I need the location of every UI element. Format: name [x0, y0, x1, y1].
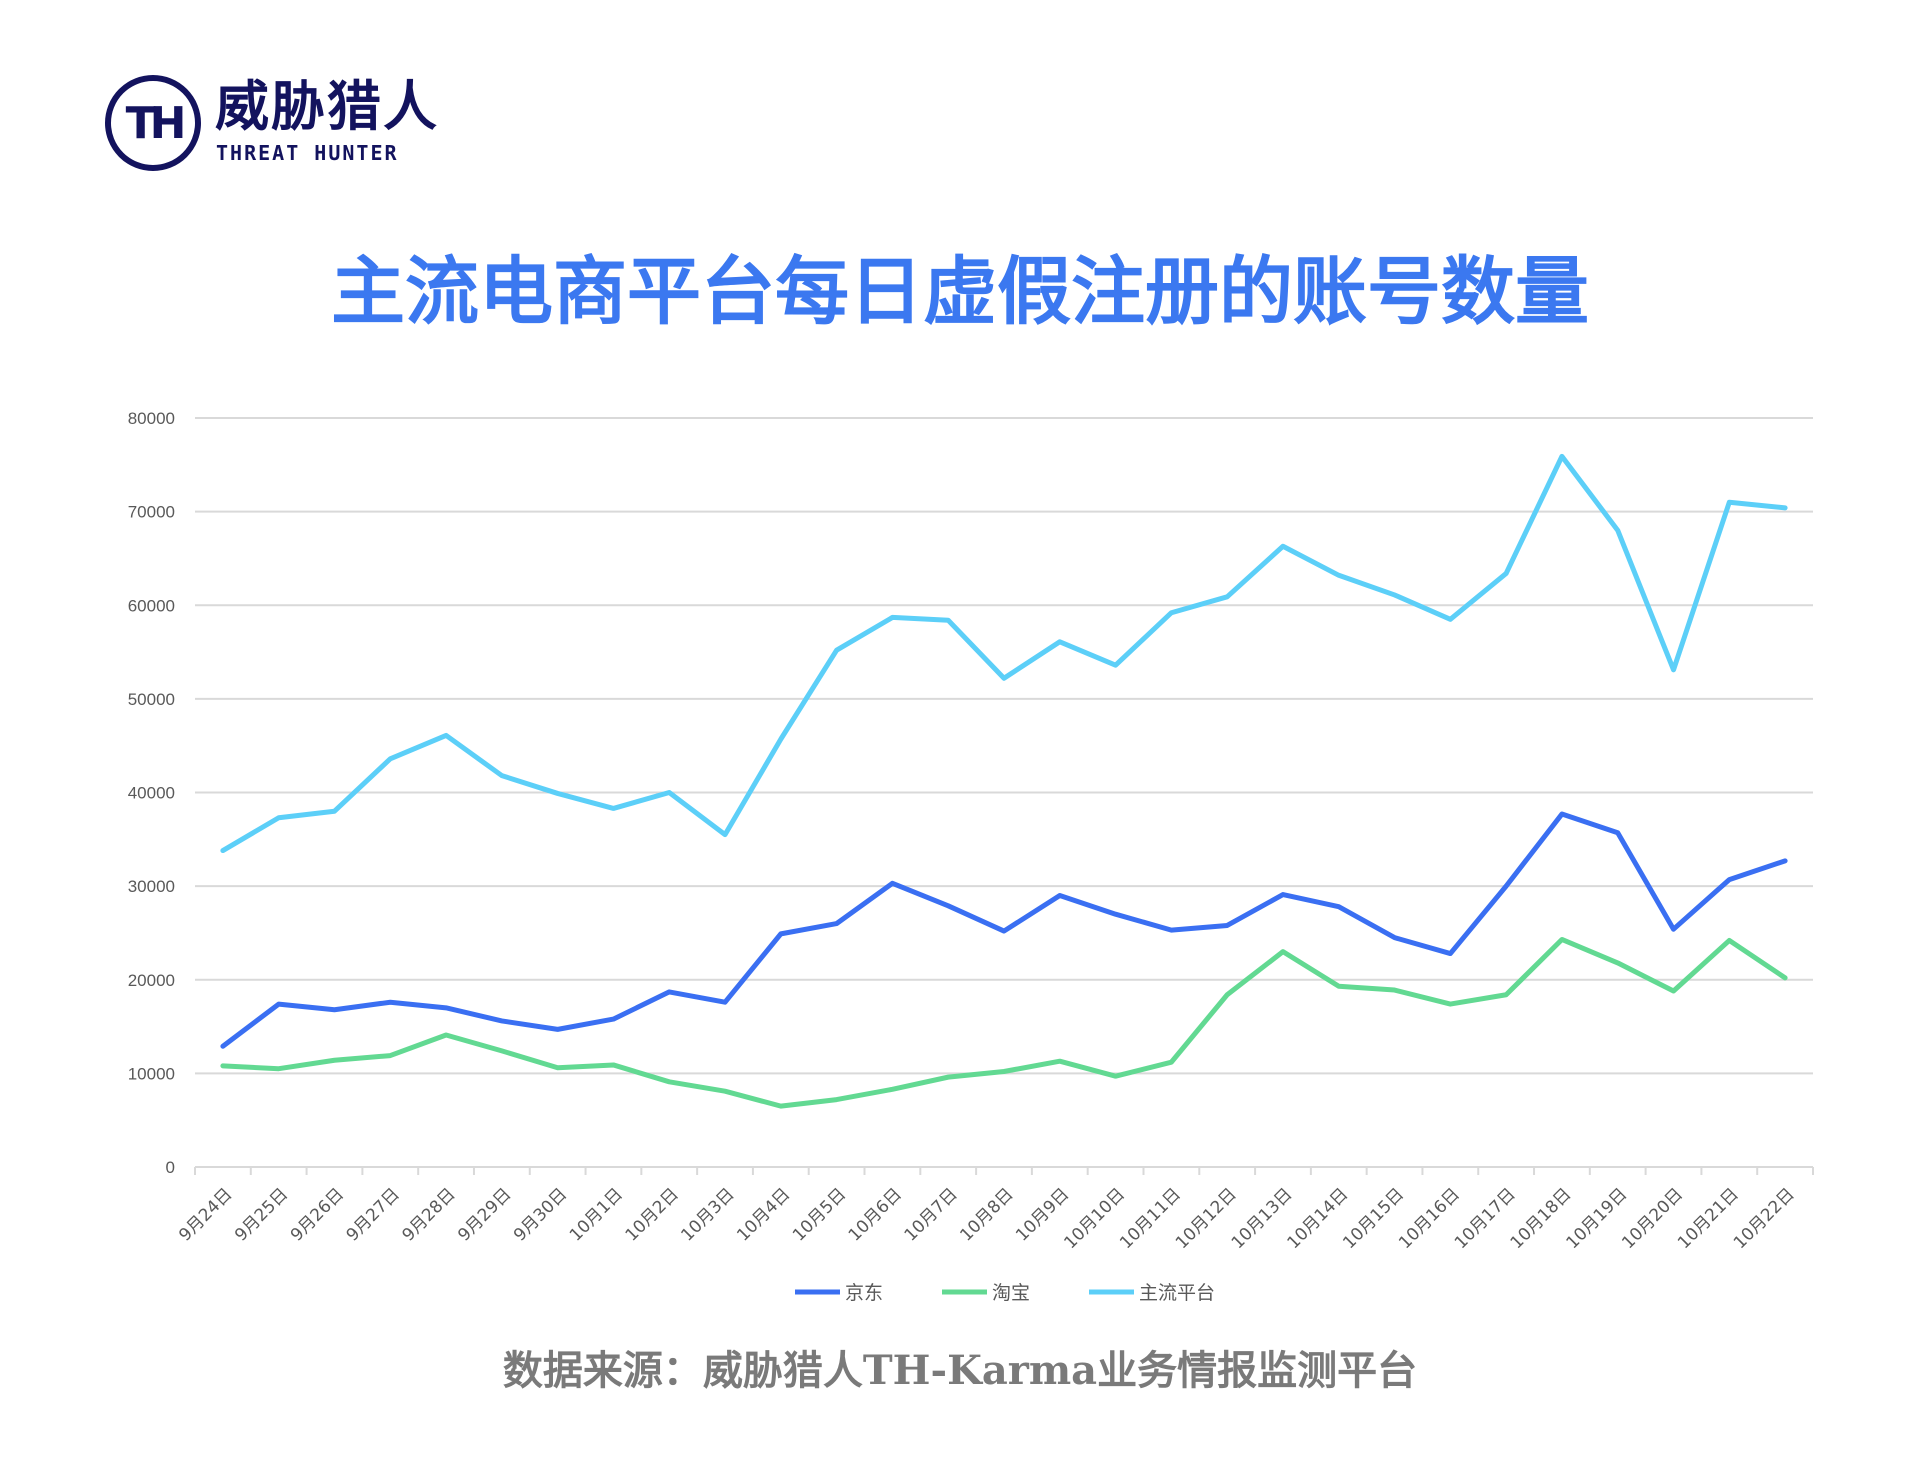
- logo-chinese-name: 威胁猎人: [215, 75, 439, 138]
- x-tick-label: 10月4日: [733, 1184, 794, 1245]
- threat-hunter-logo: TH 威胁猎人 THREAT HUNTER: [105, 75, 465, 175]
- y-tick-label: 40000: [128, 784, 175, 803]
- series-line-淘宝: [220, 936, 1788, 1109]
- y-tick-label: 30000: [128, 877, 175, 896]
- x-tick-label: 9月25日: [231, 1184, 292, 1245]
- page-title: 主流电商平台每日虚假注册的账号数量: [331, 249, 1589, 335]
- x-tick-label: 9月27日: [343, 1184, 404, 1245]
- x-tick-label: 9月28日: [398, 1184, 459, 1245]
- logo-mark: TH: [105, 75, 201, 171]
- y-tick-label: 50000: [128, 690, 175, 709]
- x-tick-label: 10月3日: [677, 1184, 738, 1245]
- x-tick-label: 9月29日: [454, 1184, 515, 1245]
- x-tick-label: 10月2日: [622, 1184, 683, 1245]
- x-tick-label: 10月6日: [845, 1184, 906, 1245]
- y-tick-label: 70000: [128, 503, 175, 522]
- y-tick-label: 10000: [128, 1064, 175, 1083]
- data-source: 数据来源：威胁猎人TH-Karma业务情报监测平台: [502, 1347, 1418, 1394]
- x-tick-label: 10月22日: [1730, 1184, 1799, 1253]
- line-chart: 0 10000 20000 30000 40000 50000 60000 70000 8000…: [128, 409, 1814, 1304]
- x-tick-label: 10月7日: [901, 1184, 962, 1245]
- logo-english-name: THREAT HUNTER: [216, 141, 399, 165]
- legend-label: 主流平台: [1139, 1282, 1215, 1304]
- x-tick-label: 9月26日: [287, 1184, 348, 1245]
- x-tick-label: 9月30日: [510, 1184, 571, 1245]
- y-tick-label: 0: [166, 1158, 175, 1177]
- x-tick-label: 10月1日: [566, 1184, 627, 1245]
- series-line-主流平台: [220, 453, 1788, 854]
- x-tick-label: 10月5日: [789, 1184, 850, 1245]
- y-tick-label: 80000: [128, 409, 175, 428]
- legend-label: 淘宝: [992, 1282, 1030, 1304]
- x-tick-label: 10月8日: [956, 1184, 1017, 1245]
- y-tick-label: 20000: [128, 971, 175, 990]
- legend-label: 京东: [845, 1282, 883, 1304]
- series-line-京东: [220, 811, 1788, 1049]
- y-tick-label: 60000: [128, 596, 175, 615]
- x-tick-label: 9月24日: [175, 1184, 236, 1245]
